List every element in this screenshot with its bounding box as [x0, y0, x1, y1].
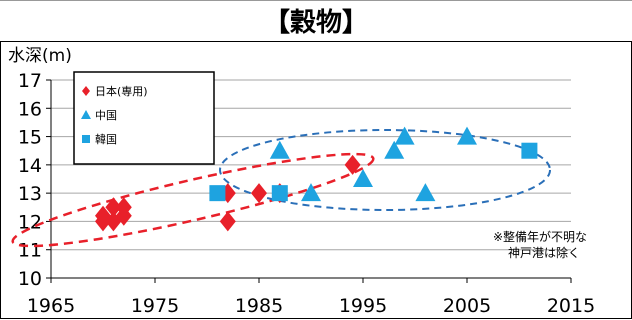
y-tick-label-14: 14 [18, 155, 42, 177]
point-series1-6 [457, 126, 477, 145]
y-tick-label-11: 11 [18, 240, 42, 262]
note-line-1: ※整備年が不明な [493, 229, 587, 244]
point-series1-0 [269, 140, 290, 159]
point-series0-2 [105, 197, 122, 218]
point-series2-0 [209, 185, 226, 202]
y-tick-labels: 10 11 12 13 14 15 16 17 [18, 70, 42, 290]
legend-label-1: 中国 [95, 109, 117, 122]
point-series1-2 [353, 169, 373, 187]
point-series0-5 [95, 211, 111, 232]
point-series0-10 [344, 154, 361, 175]
note-line-2: 神戸港は除く [508, 245, 580, 260]
y-tick-label-10: 10 [18, 268, 42, 290]
legend-marker-1 [81, 110, 91, 119]
point-series1-5 [415, 183, 436, 202]
point-series0-6 [219, 211, 236, 232]
legend-marker-2 [82, 135, 90, 143]
point-series1-1 [301, 183, 321, 202]
x-tick-label-2015: 2015 [547, 295, 595, 317]
x-tick-label-1985: 1985 [235, 295, 283, 317]
x-tick-label-2005: 2005 [443, 295, 491, 317]
y-tick-label-12: 12 [18, 211, 42, 233]
x-tick-label-1995: 1995 [339, 295, 387, 317]
y-tick-label-15: 15 [18, 127, 42, 149]
y-tick-label-17: 17 [18, 70, 42, 92]
y-tick-label-16: 16 [18, 98, 42, 120]
chart-title: 【穀物】 [264, 8, 368, 38]
legend-label-0: 日本(専用) [95, 84, 148, 98]
legend-label-2: 韓国 [95, 133, 117, 146]
point-series0-8 [251, 183, 267, 204]
point-series2-1 [271, 185, 288, 202]
point-series1-3 [384, 140, 405, 159]
x-tick-label-1975: 1975 [131, 295, 179, 317]
point-series2-2 [521, 142, 538, 159]
point-series1-4 [394, 126, 415, 145]
overseas-group-ellipse [219, 129, 551, 211]
y-tick-label-13: 13 [18, 183, 42, 205]
point-series0-4 [115, 197, 132, 218]
legend-marker-0 [82, 86, 90, 96]
japan-group-ellipse [11, 152, 375, 248]
legend-box [73, 71, 215, 165]
x-tick-labels: 1965 1975 1985 1995 2005 2015 [27, 295, 595, 317]
y-axis-label: 水深(m) [8, 46, 72, 66]
data-points [95, 126, 538, 232]
x-tick-label-1965: 1965 [27, 295, 75, 317]
